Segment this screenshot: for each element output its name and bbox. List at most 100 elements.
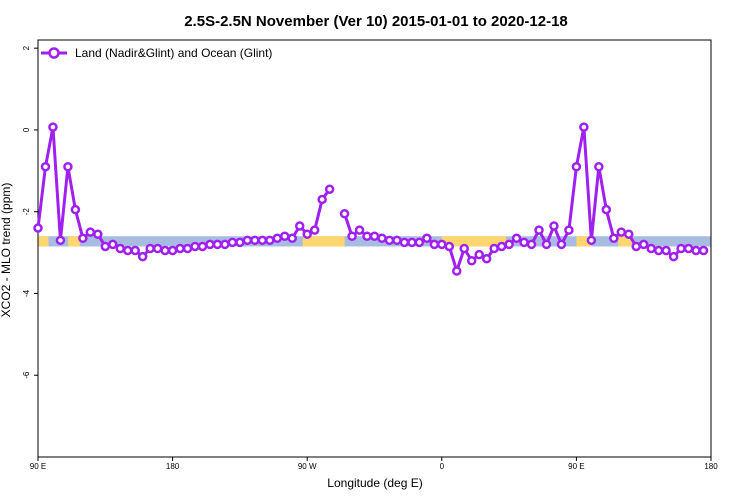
data-point [48, 122, 58, 132]
data-point [691, 245, 701, 256]
data-point [556, 239, 567, 250]
data-point [504, 239, 514, 250]
data-point [242, 235, 253, 246]
data-point [55, 235, 66, 246]
y-tick-label: 0 [22, 127, 31, 132]
band-highlight [302, 236, 345, 247]
data-point [444, 241, 455, 252]
series-layer [33, 122, 709, 276]
data-point [362, 231, 372, 241]
data-point [526, 239, 537, 250]
y-tick-label: -4 [22, 289, 31, 297]
data-point [339, 209, 350, 219]
data-point [683, 243, 694, 254]
data-point [280, 231, 290, 241]
data-point [309, 225, 320, 235]
data-point [160, 245, 170, 256]
data-point [152, 243, 163, 254]
data-point [437, 239, 447, 250]
data-point [250, 235, 260, 246]
data-point [392, 235, 402, 246]
data-point [85, 227, 96, 237]
data-point [302, 229, 312, 239]
x-tick-label: 180 [704, 462, 718, 471]
data-point [227, 237, 238, 248]
data-point [122, 245, 133, 256]
data-point [369, 231, 380, 241]
data-point [377, 233, 387, 244]
data-point [190, 241, 200, 252]
data-point [601, 204, 612, 215]
x-axis: 90 E 180 90 W 0 90 E 180 [30, 457, 718, 471]
data-point [414, 237, 425, 248]
data-point [78, 233, 88, 244]
x-tick-label: 90 E [568, 462, 584, 471]
data-point [616, 227, 627, 237]
chart-title: 2.5S-2.5N November (Ver 10) 2015-01-01 t… [184, 13, 568, 30]
legend-marker [48, 47, 60, 59]
data-point [130, 245, 140, 256]
data-point [609, 233, 619, 244]
reference-band [38, 236, 711, 247]
data-point [407, 237, 417, 248]
data-point [623, 229, 634, 239]
y-axis: 2 0 -2 -4 -6 [22, 45, 38, 379]
data-point [571, 161, 582, 172]
data-point [294, 221, 305, 231]
data-point [481, 253, 492, 264]
data-point [317, 194, 327, 205]
y-tick-label: -2 [22, 208, 31, 216]
x-axis-label: Longitude (deg E) [327, 476, 422, 490]
y-axis-label: XCO2 - MLO trend (ppm) [0, 183, 13, 318]
data-point [466, 256, 477, 266]
data-point [586, 235, 597, 246]
data-point [496, 241, 507, 252]
data-point [534, 225, 544, 235]
data-point [145, 243, 155, 254]
data-point [324, 184, 335, 194]
data-point [235, 237, 245, 248]
data-point [220, 239, 230, 250]
data-point [100, 241, 111, 252]
data-point [594, 161, 604, 172]
data-point [175, 243, 185, 254]
data-point [197, 241, 208, 252]
data-point [698, 245, 709, 256]
data-point [564, 225, 574, 235]
data-point [137, 251, 148, 262]
data-point [265, 235, 275, 246]
data-point [33, 223, 43, 233]
x-tick-label: 0 [440, 462, 445, 471]
x-tick-label: 90 E [30, 462, 46, 471]
legend-entry-label: Land (Nadir&Glint) and Ocean (Glint) [75, 46, 272, 60]
data-point [676, 243, 686, 254]
data-point [384, 235, 395, 246]
y-tick-label: -6 [22, 371, 31, 379]
data-point [115, 243, 126, 254]
data-point [70, 204, 81, 215]
band-highlight [576, 236, 592, 247]
data-point [93, 229, 103, 239]
data-point [40, 161, 51, 172]
data-point [474, 249, 484, 260]
y-tick-label: 2 [22, 45, 31, 50]
data-point [631, 241, 641, 252]
data-point [429, 239, 440, 250]
band-base [38, 236, 711, 247]
data-point [63, 161, 73, 172]
data-point [511, 233, 522, 244]
data-point [579, 122, 589, 132]
data-point [489, 243, 499, 254]
band-highlight [38, 236, 49, 247]
data-point [257, 235, 268, 246]
data-point [347, 231, 357, 241]
plot-area [37, 39, 712, 458]
data-point [519, 237, 529, 248]
data-point [422, 233, 432, 244]
x-tick-label: 180 [166, 462, 180, 471]
data-point [549, 221, 559, 231]
x-tick-label: 90 W [298, 462, 317, 471]
data-point [541, 239, 552, 250]
data-point [661, 245, 671, 256]
